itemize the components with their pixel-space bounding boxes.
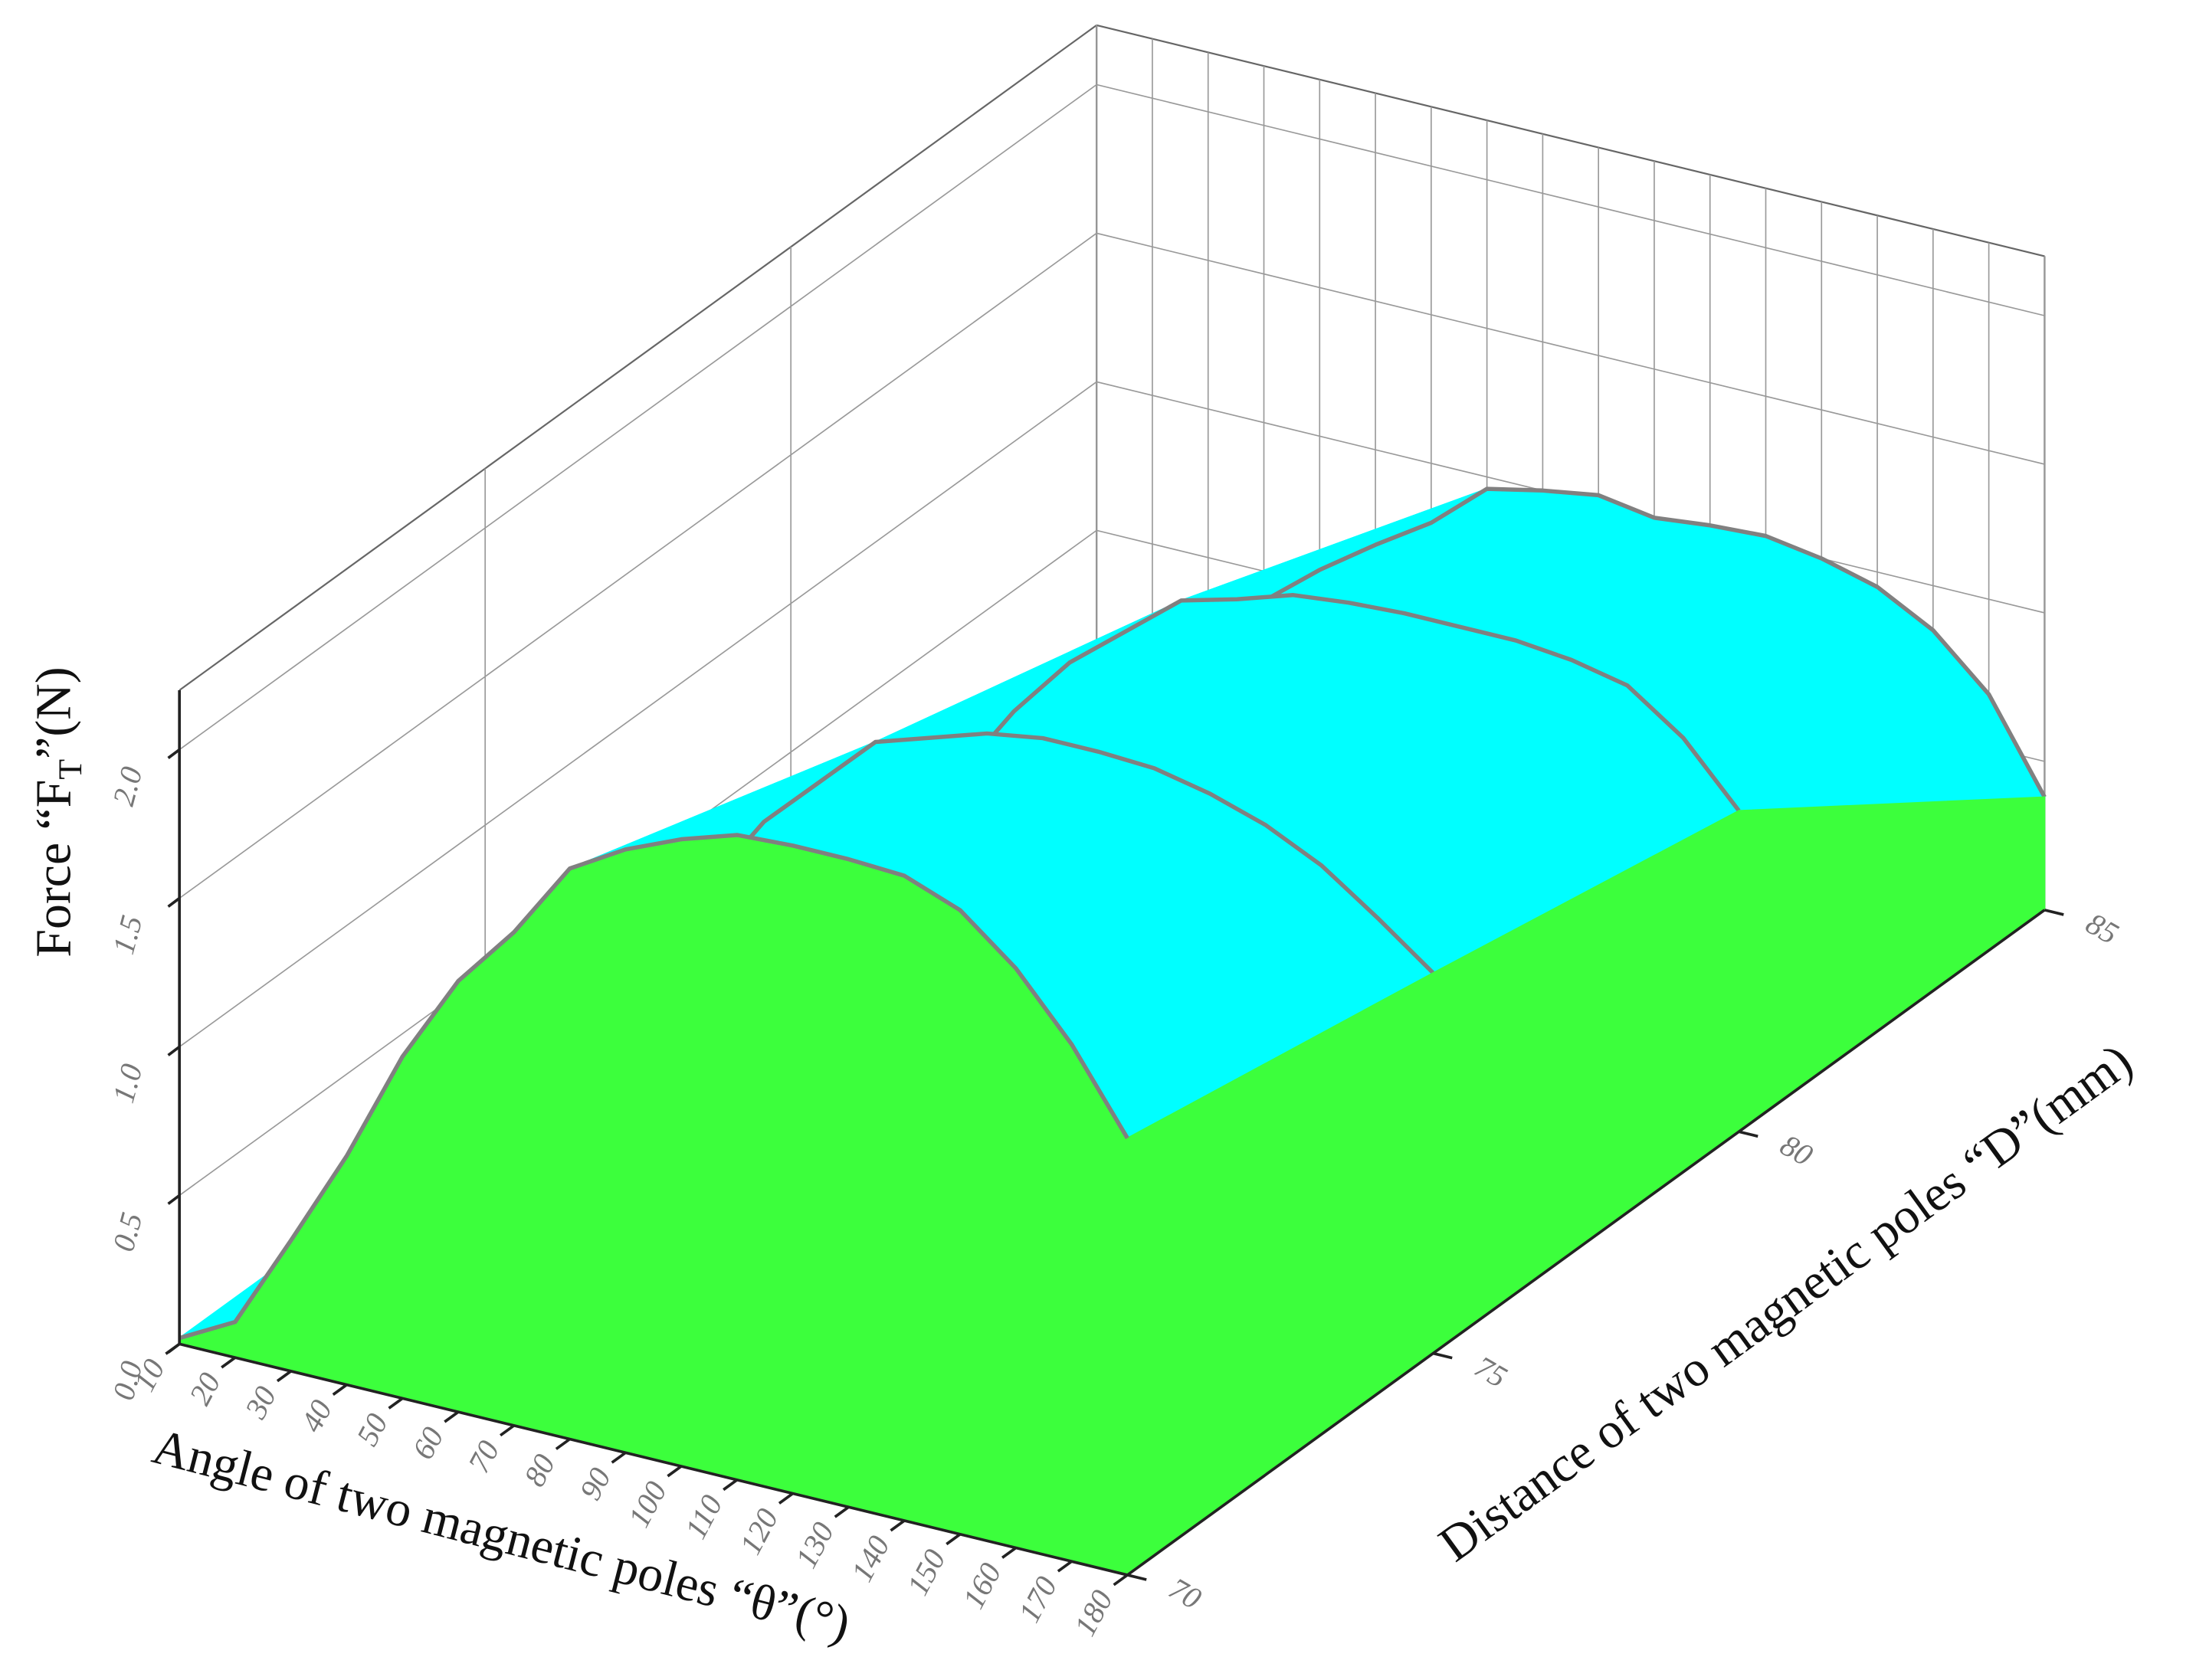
x-tick-label: 140: [844, 1530, 896, 1587]
z-tick: [167, 1342, 181, 1354]
z-axis-label-part: Force “F: [26, 780, 82, 958]
y-tick: [1432, 1351, 1453, 1360]
y-tick: [2044, 909, 2064, 916]
x-tick: [667, 1465, 683, 1478]
axis-line: [179, 1342, 1128, 1577]
x-tick-label: 100: [621, 1475, 674, 1532]
x-tick-label: 160: [955, 1557, 1008, 1614]
x-tick: [555, 1438, 571, 1450]
x-tick: [778, 1492, 794, 1505]
z-tick-label: 0.0: [106, 1357, 149, 1403]
z-tick-label: 1.0: [106, 1060, 149, 1106]
x-tick-label: 180: [1067, 1584, 1119, 1641]
x-tick-label: 80: [517, 1449, 562, 1492]
x-tick-label: 20: [182, 1367, 228, 1410]
y-tick: [1126, 1574, 1147, 1581]
z-tick: [167, 897, 181, 908]
surface-line: [179, 833, 1129, 1341]
y-tick-label: 85: [2080, 905, 2124, 951]
grid-line: [179, 232, 2045, 899]
surface: [179, 486, 2047, 1577]
x-tick: [332, 1384, 348, 1396]
z-tick: [167, 1046, 181, 1056]
x-tick-label: 120: [733, 1503, 785, 1560]
box-edge: [1096, 24, 2045, 257]
x-tick-label: 110: [678, 1489, 729, 1544]
x-tick-label: 150: [900, 1544, 952, 1600]
x-tick: [1113, 1574, 1129, 1587]
y-tick-label: 75: [1469, 1349, 1513, 1394]
x-tick-label: 60: [405, 1421, 451, 1465]
x-tick: [1057, 1560, 1073, 1573]
z-tick-label: 0.5: [106, 1209, 149, 1255]
x-tick: [946, 1533, 962, 1546]
x-tick: [276, 1370, 292, 1383]
z-tick: [167, 748, 181, 759]
x-tick: [499, 1424, 515, 1437]
x-tick: [221, 1356, 237, 1369]
x-tick: [890, 1519, 906, 1532]
x-tick: [444, 1410, 460, 1423]
y-tick: [1738, 1130, 1758, 1138]
z-tick: [167, 1194, 181, 1205]
x-tick: [388, 1397, 404, 1410]
grid-line: [179, 84, 2045, 751]
x-tick: [834, 1505, 850, 1518]
x-tick-label: 40: [294, 1394, 339, 1438]
x-tick-label: 130: [788, 1517, 841, 1574]
axis-line: [1126, 909, 2046, 1577]
y-tick-label: 70: [1163, 1570, 1207, 1616]
z-tick-label: 2.0: [106, 763, 149, 809]
x-tick-label: 30: [238, 1380, 283, 1424]
y-tick-label: 80: [1775, 1128, 1818, 1173]
z-axis-label-part: ”(N): [26, 666, 82, 759]
x-tick-label: 70: [461, 1435, 506, 1479]
x-tick: [611, 1451, 627, 1464]
x-tick-label: 170: [1011, 1571, 1064, 1628]
x-tick: [723, 1479, 739, 1492]
x-tick-label: 90: [572, 1462, 618, 1506]
z-tick-label: 1.5: [106, 912, 149, 958]
x-tick: [1001, 1546, 1017, 1559]
z-axis-label-sub: T: [52, 759, 89, 780]
z-axis-label: Force “FT”(N): [26, 666, 90, 957]
x-tick-label: 50: [349, 1408, 395, 1452]
box-edge: [179, 25, 1097, 691]
